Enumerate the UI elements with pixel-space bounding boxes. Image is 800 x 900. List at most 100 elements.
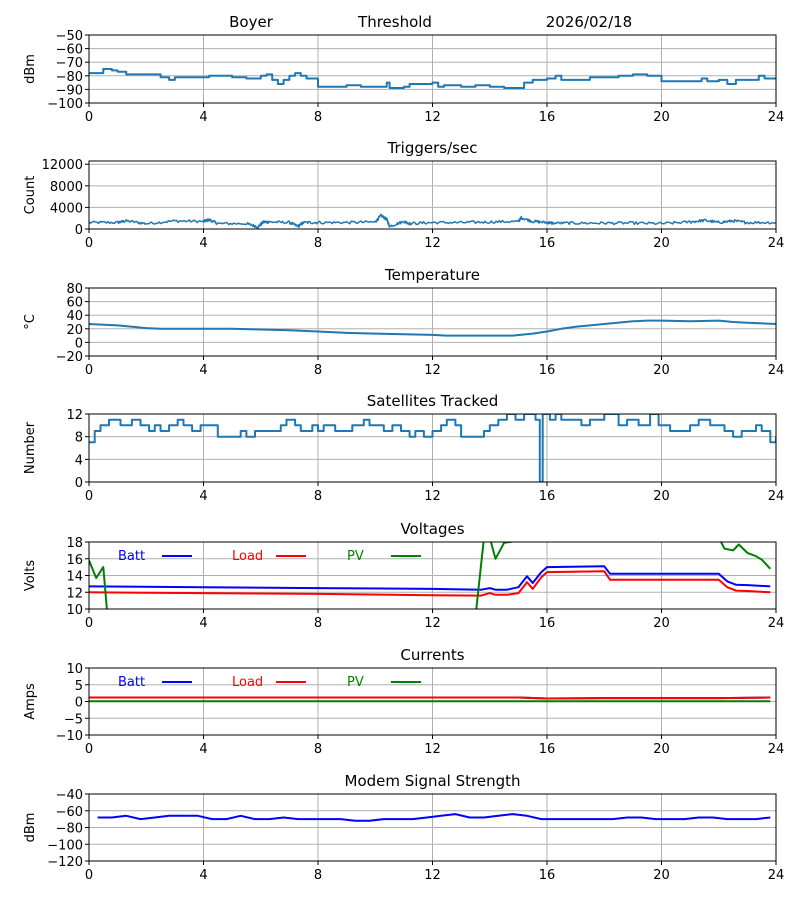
y-axis-label: dBm	[23, 54, 38, 84]
x-tick-label: 16	[539, 489, 556, 504]
x-axis: 0 4 8 12 16 20 24	[85, 482, 784, 504]
y-tick-label: 0	[75, 223, 83, 238]
y-tick-label: 0	[75, 696, 83, 711]
legend: Batt Load PV	[118, 675, 421, 690]
grid	[88, 161, 777, 230]
y-axis: −120 −100−80 −60 −40	[47, 788, 89, 870]
y-axis-label: Amps	[23, 683, 38, 720]
y-tick-label: 80	[66, 282, 83, 297]
x-tick-label: 0	[85, 489, 93, 504]
y-tick-label: −10	[56, 729, 83, 744]
x-tick-label: 4	[199, 236, 207, 251]
x-axis: 0 4 8 12 16 20 24	[85, 735, 784, 757]
x-tick-label: 20	[653, 742, 670, 757]
y-tick-label: 18	[66, 536, 83, 551]
x-axis: 0 4 8 12 16 20 24	[85, 609, 784, 631]
chart-satellites: 0 4 8 12 16 20 24 0 4 8 12 Number Satellites Tracked	[23, 392, 784, 504]
x-tick-label: 4	[199, 363, 207, 378]
x-tick-label: 0	[85, 868, 93, 883]
grid	[88, 541, 777, 610]
x-axis: 0 4 8 12 16 20 24	[85, 229, 784, 251]
y-tick-label: 0	[75, 476, 83, 491]
y-tick-label: 10	[66, 662, 83, 677]
series-group	[89, 542, 772, 609]
x-tick-label: 16	[539, 110, 556, 125]
series-line-satellites	[89, 414, 776, 482]
y-axis: 0 4 8 12	[66, 408, 89, 491]
series-line-triggers	[89, 213, 776, 229]
y-tick-label: 4	[75, 453, 83, 468]
x-tick-label: 20	[653, 363, 670, 378]
x-tick-label: 16	[539, 868, 556, 883]
y-tick-label: −90	[56, 83, 83, 98]
legend: Batt Load PV	[118, 549, 421, 564]
x-tick-label: 16	[539, 616, 556, 631]
x-tick-label: 0	[85, 110, 93, 125]
grid	[88, 287, 777, 357]
y-axis-label: dBm	[23, 813, 38, 843]
y-tick-label: −100	[47, 838, 83, 853]
x-tick-label: 12	[424, 110, 441, 125]
chart-currents: Batt Load PV 0 4 8 12 16 20 24 −10 −50 5 10 Amps Curren…	[23, 646, 784, 757]
x-tick-label: 20	[653, 236, 670, 251]
x-tick-label: 4	[199, 742, 207, 757]
series-line-pv	[89, 542, 772, 609]
chart-voltages: Batt Load PV0 4 8 12 16 20 241012141618VoltsVolt…	[23, 520, 784, 631]
chart-modem: 0 4 8 12 16 20 24 −120 −100−80 −60 −40 dBm Modem Sig…	[23, 772, 784, 883]
x-tick-label: 16	[539, 742, 556, 757]
y-tick-label: 16	[66, 553, 83, 568]
x-tick-label: 16	[539, 363, 556, 378]
x-tick-label: 12	[424, 236, 441, 251]
series-group	[89, 68, 776, 89]
x-tick-label: 12	[424, 742, 441, 757]
legend-label-batt: Batt	[118, 675, 145, 690]
y-tick-label: 60	[66, 296, 83, 311]
series-line-modem	[97, 813, 771, 822]
x-tick-label: 24	[768, 742, 785, 757]
chart-title: Satellites Tracked	[367, 392, 498, 410]
x-axis: 0 4 8 12 16 20 24	[85, 103, 784, 125]
y-tick-label: −100	[47, 97, 83, 112]
header-date: 2026/02/18	[546, 13, 632, 31]
legend-label-pv: PV	[347, 549, 364, 564]
x-tick-label: 20	[653, 868, 670, 883]
series-line-batt	[89, 565, 771, 591]
x-tick-label: 8	[314, 489, 322, 504]
grid	[88, 413, 777, 483]
y-tick-label: 8000	[50, 180, 83, 195]
header-station: Boyer	[229, 13, 274, 31]
chart-title: Temperature	[384, 266, 480, 284]
x-tick-label: 24	[768, 236, 785, 251]
x-tick-label: 0	[85, 363, 93, 378]
y-tick-label: 0	[75, 336, 83, 351]
y-tick-label: 5	[75, 679, 83, 694]
x-tick-label: 24	[768, 363, 785, 378]
chart-title: Triggers/sec	[387, 139, 478, 157]
grid	[88, 793, 777, 862]
y-tick-label: −80	[56, 70, 83, 85]
y-axis: 0 4000 8000 12000	[42, 158, 89, 238]
y-tick-label: 12	[66, 586, 83, 601]
y-axis-label: Volts	[23, 560, 38, 592]
header: Boyer Threshold 2026/02/18	[229, 13, 632, 31]
chart-threshold: 0 4 8 12 16 20 24 −100−90−80−70−60−50 dBm	[23, 29, 784, 125]
x-tick-label: 4	[199, 110, 207, 125]
series-line-load	[89, 570, 771, 597]
series-group	[89, 696, 771, 703]
legend-label-load: Load	[232, 675, 263, 690]
header-mode: Threshold	[357, 13, 432, 31]
grid	[88, 34, 777, 104]
x-tick-label: 8	[314, 110, 322, 125]
legend-label-batt: Batt	[118, 549, 145, 564]
x-tick-label: 24	[768, 489, 785, 504]
series-line-load	[89, 696, 771, 700]
x-axis: 0 4 8 12 16 20 24	[85, 861, 784, 883]
y-tick-label: 14	[66, 570, 83, 585]
y-tick-label: −70	[56, 56, 83, 71]
x-tick-label: 8	[314, 616, 322, 631]
x-tick-label: 8	[314, 236, 322, 251]
y-axis-label: Count	[23, 176, 38, 215]
x-tick-label: 24	[768, 868, 785, 883]
